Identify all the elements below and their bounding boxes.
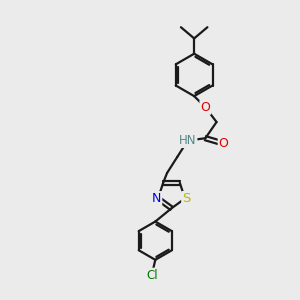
Text: S: S: [182, 192, 190, 205]
Text: O: O: [219, 137, 229, 150]
Text: N: N: [152, 192, 161, 205]
Text: Cl: Cl: [146, 268, 158, 282]
Text: O: O: [200, 101, 210, 114]
Text: HN: HN: [179, 134, 196, 147]
